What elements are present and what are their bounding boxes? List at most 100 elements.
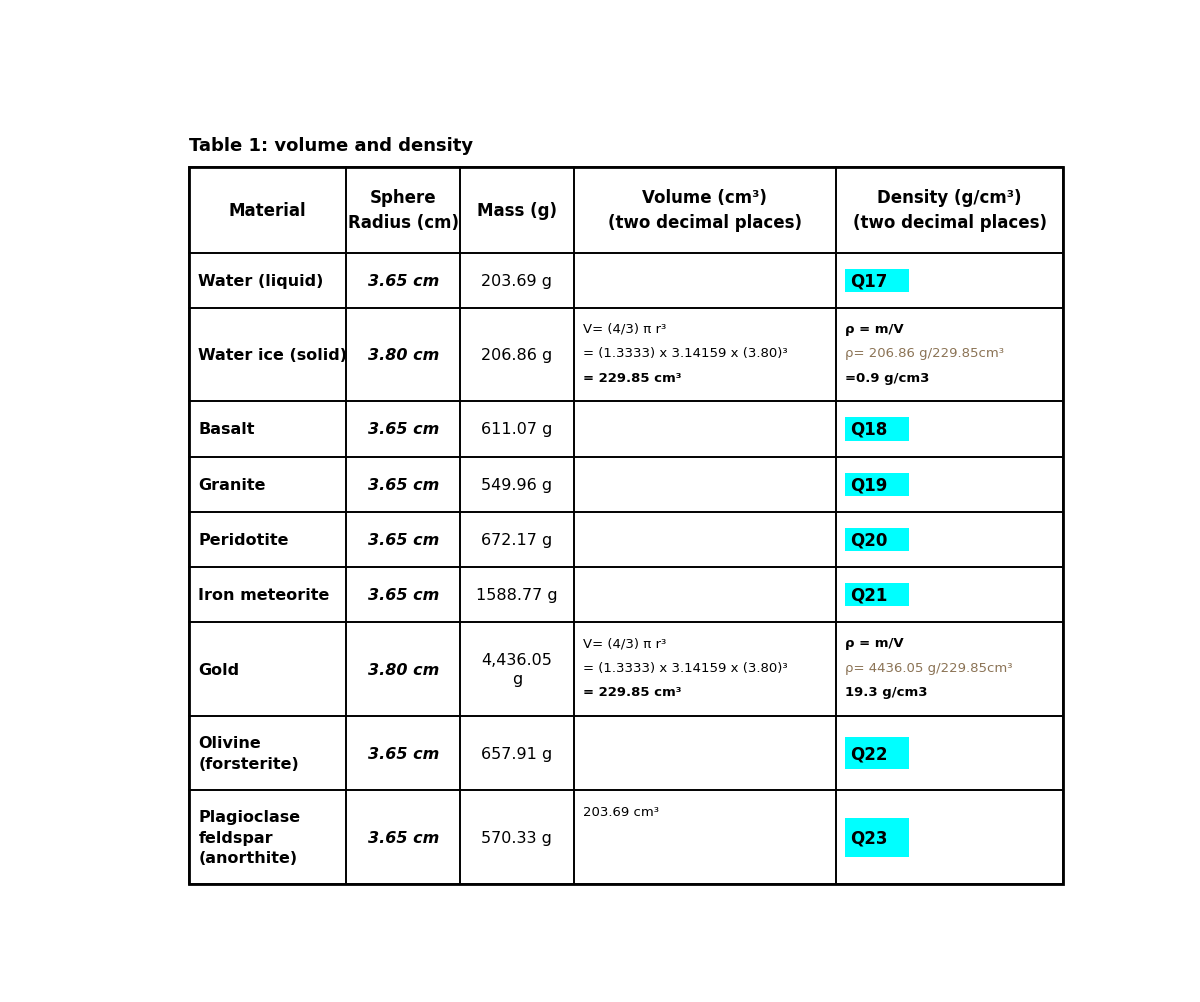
Bar [460,512,574,567]
Text: Table 1: volume and density: Table 1: volume and density [190,137,473,155]
Bar [347,168,460,254]
Bar [574,512,836,567]
Bar [460,254,574,309]
Bar [190,716,347,791]
Bar [574,622,836,716]
Bar [845,473,908,496]
Text: Gold: Gold [198,662,240,676]
Text: Basalt: Basalt [198,422,254,437]
Bar [190,457,347,512]
Bar [190,512,347,567]
Bar [574,716,836,791]
Text: 3.65 cm: 3.65 cm [367,532,439,547]
Bar [347,567,460,622]
Text: Q19: Q19 [850,476,887,494]
Bar [460,168,574,254]
Bar [845,818,908,857]
Text: 611.07 g: 611.07 g [481,422,552,437]
Text: Q22: Q22 [850,744,888,763]
Bar [460,622,574,716]
Bar [836,622,1063,716]
Bar [845,737,908,770]
Text: 203.69 cm³: 203.69 cm³ [583,805,659,818]
Bar [460,309,574,402]
Text: 672.17 g: 672.17 g [481,532,552,547]
Text: V= (4/3) π r³: V= (4/3) π r³ [583,636,666,649]
Text: Iron meteorite: Iron meteorite [198,587,330,602]
Bar [836,512,1063,567]
Text: 3.65 cm: 3.65 cm [367,745,439,761]
Bar [190,791,347,884]
Bar [574,168,836,254]
Text: ρ = m/V: ρ = m/V [845,323,904,336]
Bar [190,254,347,309]
Bar [347,402,460,457]
Text: 657.91 g: 657.91 g [481,745,552,761]
Bar [347,512,460,567]
Bar [574,402,836,457]
Text: ρ= 206.86 g/229.85cm³: ρ= 206.86 g/229.85cm³ [845,347,1004,360]
Text: Peridotite: Peridotite [198,532,289,547]
Bar [836,402,1063,457]
Text: 3.65 cm: 3.65 cm [367,422,439,437]
Bar [836,791,1063,884]
Bar [347,622,460,716]
Bar [574,791,836,884]
Bar [845,583,908,606]
Bar [190,402,347,457]
Bar [836,716,1063,791]
Text: Water (liquid): Water (liquid) [198,274,324,289]
Text: = (1.3333) x 3.14159 x (3.80)³: = (1.3333) x 3.14159 x (3.80)³ [583,661,787,674]
Bar [845,270,908,293]
Bar [347,254,460,309]
Bar [845,528,908,551]
Text: Plagioclase
feldspar
(anorthite): Plagioclase feldspar (anorthite) [198,810,300,866]
Text: 206.86 g: 206.86 g [481,348,552,363]
Bar [836,457,1063,512]
Text: Q23: Q23 [850,829,888,847]
Text: 203.69 g: 203.69 g [481,274,552,289]
Text: Olivine
(forsterite): Olivine (forsterite) [198,735,299,772]
Bar [574,567,836,622]
Text: = (1.3333) x 3.14159 x (3.80)³: = (1.3333) x 3.14159 x (3.80)³ [583,347,787,360]
Text: 4,436.05
g: 4,436.05 g [481,652,552,686]
Text: Volume (cm³)
(two decimal places): Volume (cm³) (two decimal places) [608,189,802,232]
Text: Sphere
Radius (cm): Sphere Radius (cm) [348,189,458,232]
Text: =0.9 g/cm3: =0.9 g/cm3 [845,372,930,385]
Text: 1588.77 g: 1588.77 g [476,587,558,602]
Text: 549.96 g: 549.96 g [481,477,552,492]
Text: Density (g/cm³)
(two decimal places): Density (g/cm³) (two decimal places) [853,189,1046,232]
Bar [460,567,574,622]
Bar [574,309,836,402]
Text: Q20: Q20 [850,531,887,549]
Bar [347,791,460,884]
Text: 3.80 cm: 3.80 cm [367,662,439,676]
Text: 19.3 g/cm3: 19.3 g/cm3 [845,685,928,698]
Bar [460,402,574,457]
Bar [836,168,1063,254]
Text: Q18: Q18 [850,421,887,439]
Text: 570.33 g: 570.33 g [481,830,552,845]
Text: 3.65 cm: 3.65 cm [367,830,439,845]
Text: Q17: Q17 [850,272,887,290]
Text: Granite: Granite [198,477,266,492]
Text: 3.80 cm: 3.80 cm [367,348,439,363]
Bar [460,457,574,512]
Bar [190,309,347,402]
Bar [574,254,836,309]
Bar [845,418,908,441]
Text: = 229.85 cm³: = 229.85 cm³ [583,685,682,698]
Bar [460,716,574,791]
Bar [574,457,836,512]
Bar [347,309,460,402]
Text: 3.65 cm: 3.65 cm [367,477,439,492]
Text: V= (4/3) π r³: V= (4/3) π r³ [583,323,666,336]
Text: Q21: Q21 [850,586,887,604]
Text: Material: Material [229,201,306,219]
Text: Mass (g): Mass (g) [476,201,557,219]
Text: 3.65 cm: 3.65 cm [367,587,439,602]
Bar [836,567,1063,622]
Bar [190,622,347,716]
Text: ρ = m/V: ρ = m/V [845,636,904,649]
Bar [347,457,460,512]
